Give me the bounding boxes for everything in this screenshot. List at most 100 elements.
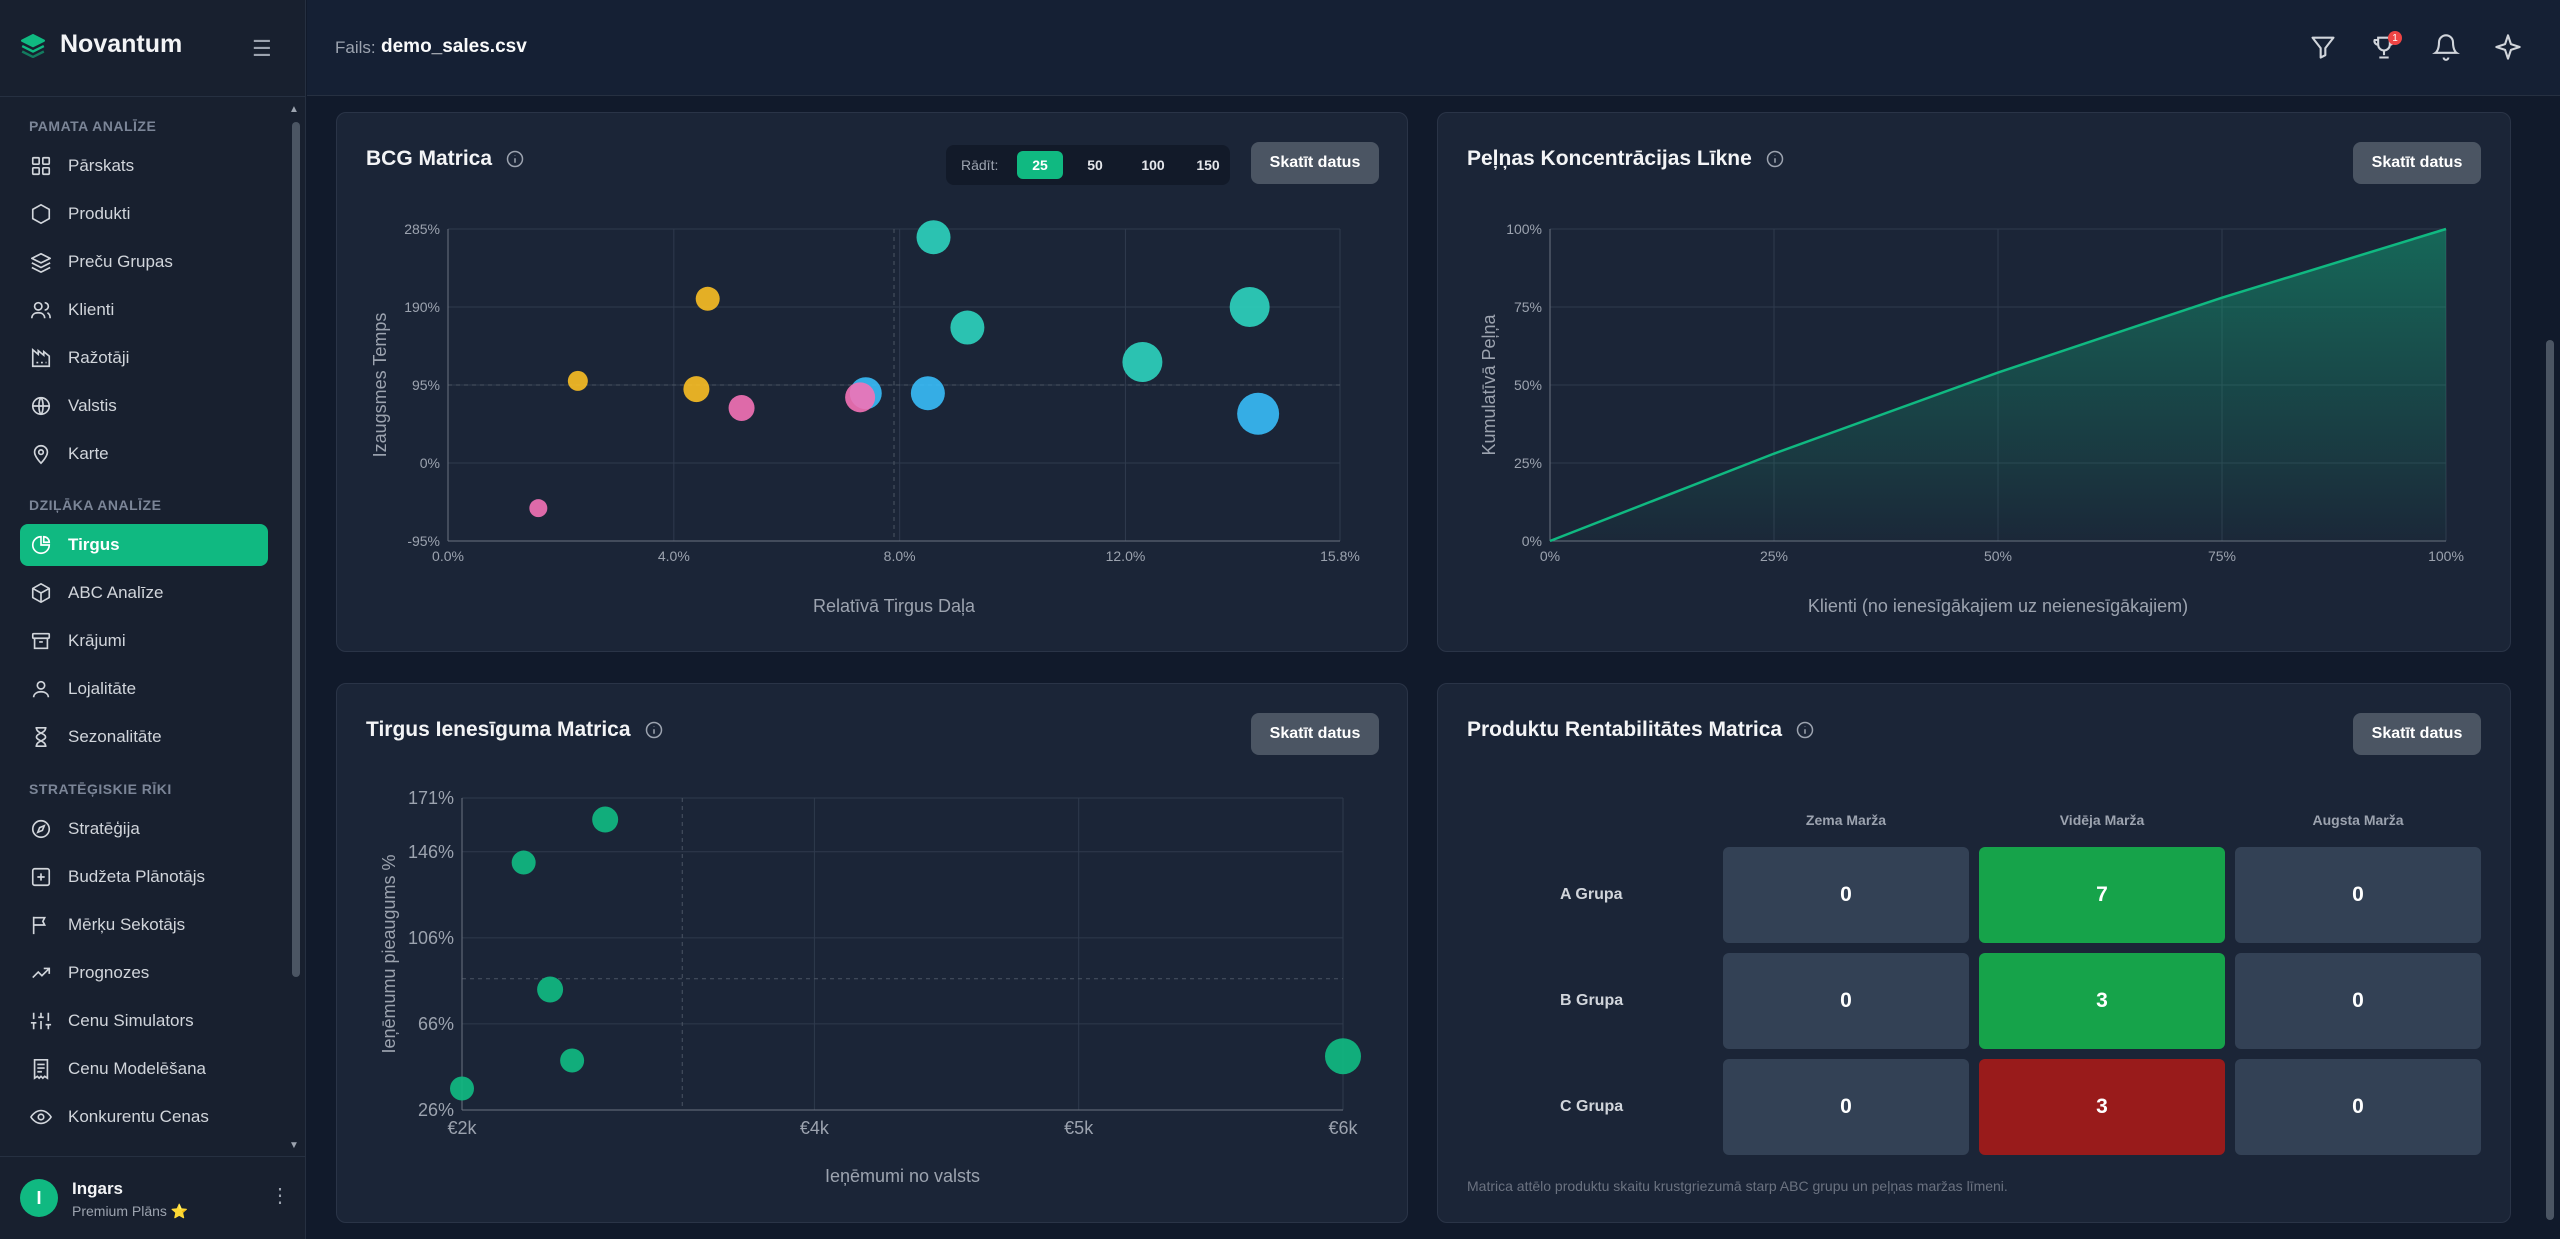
sidebar-item-label: ABC Analīze: [68, 583, 164, 602]
view-data-button[interactable]: Skatīt datus: [2353, 142, 2481, 184]
sidebar-item-label: Cenu Simulators: [68, 1011, 194, 1030]
scroll-down-icon[interactable]: ▼: [289, 1140, 299, 1151]
x-tick-label: 50%: [1984, 548, 2012, 564]
view-data-button[interactable]: Skatīt datus: [1251, 142, 1379, 184]
sidebar-item-inventory[interactable]: Krājumi: [20, 620, 268, 662]
compass-icon: [31, 819, 51, 839]
bubble-point: [916, 220, 951, 255]
matrix-cell[interactable]: 0: [1723, 1059, 1969, 1155]
globe-icon: [31, 396, 51, 416]
sidebar-scrollbar[interactable]: [292, 122, 300, 977]
sidebar-item-seasonality[interactable]: Sezonalitāte: [20, 716, 268, 758]
info-icon[interactable]: [1796, 721, 1814, 739]
sidebar-item-product-groups[interactable]: Preču Grupas: [20, 241, 268, 283]
sidebar-item-price-simulator[interactable]: Cenu Simulators: [20, 1000, 268, 1042]
matrix-cell[interactable]: 7: [1979, 847, 2225, 943]
sidebar-item-label: Lojalitāte: [68, 679, 137, 698]
sidebar-item-map[interactable]: Karte: [20, 433, 268, 475]
more-vertical-icon[interactable]: ⋮: [270, 1185, 290, 1207]
sidebar-item-competitor-prices[interactable]: Konkurentu Cenas: [20, 1096, 268, 1138]
sidebar-item-clients[interactable]: Klienti: [20, 289, 268, 331]
sidebar-item-budget-planner[interactable]: Budžeta Plānotājs: [20, 856, 268, 898]
x-tick-label: 4.0%: [658, 548, 690, 564]
user-icon: [32, 680, 50, 698]
scatter-point: [450, 1076, 474, 1101]
matrix-note: Matrica attēlo produktu skaitu krustgrie…: [1467, 1178, 2008, 1194]
matrix-cell[interactable]: 3: [1979, 1059, 2225, 1155]
bubble-point: [1122, 342, 1163, 383]
y-axis-title: Izaugsmes Temps: [370, 313, 390, 458]
x-tick-label: €5k: [1064, 1118, 1094, 1138]
sidebar-item-strategy[interactable]: Stratēģija: [20, 808, 268, 850]
x-tick-label: €4k: [800, 1118, 830, 1138]
sidebar-item-label: Cenu Modelēšana: [68, 1059, 206, 1078]
sidebar-item-label: Valstis: [68, 396, 117, 415]
info-icon[interactable]: [645, 721, 663, 739]
filter-icon[interactable]: [2309, 33, 2337, 61]
matrix-cell[interactable]: 0: [2235, 1059, 2481, 1155]
sidebar-item-label: Preču Grupas: [68, 252, 173, 271]
show-option-150[interactable]: 150: [1196, 157, 1220, 173]
hourglass-icon: [35, 727, 47, 747]
matrix-cell[interactable]: 0: [1723, 847, 1969, 943]
box-icon: [31, 583, 51, 603]
cumulative-line: [1549, 227, 2447, 543]
sidebar-item-label: Ražotāji: [68, 348, 130, 367]
sidebar-item-label: Klienti: [68, 300, 115, 319]
sidebar-item-countries[interactable]: Valstis: [20, 385, 268, 427]
y-tick-label: 146%: [408, 842, 454, 862]
app-name: Novantum: [60, 30, 183, 58]
sidebar-item-label: Tirgus: [68, 535, 120, 554]
bubble-point: [683, 376, 710, 403]
show-option-100[interactable]: 100: [1141, 157, 1165, 173]
sidebar-item-forecasts[interactable]: Prognozes: [20, 952, 268, 994]
x-axis-title: Ieņēmumi no valsts: [825, 1166, 980, 1186]
show-option-50[interactable]: 50: [1087, 157, 1103, 173]
y-tick-label: 26%: [418, 1100, 454, 1120]
view-data-button[interactable]: Skatīt datus: [2353, 713, 2481, 755]
main-scrollbar[interactable]: [2546, 340, 2554, 1220]
matrix-cell[interactable]: 0: [2235, 953, 2481, 1049]
matrix-cell[interactable]: 0: [2235, 847, 2481, 943]
x-tick-label: 12.0%: [1106, 548, 1146, 564]
sidebar-item-overview[interactable]: Pārskats: [20, 145, 268, 187]
info-icon[interactable]: [1766, 150, 1784, 168]
app-logo[interactable]: Novantum: [20, 30, 182, 59]
show-label: Rādīt:: [961, 157, 999, 173]
sidebar-item-manufacturers[interactable]: Ražotāji: [20, 337, 268, 379]
y-tick-label: 75%: [1514, 299, 1542, 315]
sidebar-item-label: Konkurentu Cenas: [68, 1107, 209, 1126]
sidebar-item-products[interactable]: Produkti: [20, 193, 268, 235]
y-tick-label: 171%: [408, 788, 454, 808]
scroll-up-icon[interactable]: ▲: [289, 104, 299, 115]
bcg-card: BCG Matrica Rādīt: 25 50 100 150 Skatīt …: [336, 112, 1408, 652]
user-profile[interactable]: I Ingars Premium Plāns ⭐ ⋮: [0, 1156, 306, 1239]
sidebar-item-goal-tracker[interactable]: Mērķu Sekotājs: [20, 904, 268, 946]
matrix-cell[interactable]: 3: [1979, 953, 2225, 1049]
bubble-point: [1229, 287, 1270, 327]
y-tick-label: -95%: [407, 533, 440, 549]
sidebar-item-label: Sezonalitāte: [68, 727, 162, 746]
bell-icon[interactable]: [2432, 33, 2460, 61]
info-icon[interactable]: [506, 150, 524, 168]
factory-icon: [31, 347, 51, 368]
matrix-col-low: Zema Marža: [1805, 812, 1887, 828]
show-option-25[interactable]: 25: [1017, 151, 1063, 179]
sidebar-item-loyalty[interactable]: Lojalitāte: [20, 668, 268, 710]
matrix-cell[interactable]: 0: [1723, 953, 1969, 1049]
eye-icon: [30, 1109, 52, 1125]
avatar: I: [20, 1179, 58, 1217]
menu-toggle-icon[interactable]: ☰: [252, 36, 272, 61]
sidebar-item-abc-analysis[interactable]: ABC Analīze: [20, 572, 268, 614]
y-tick-label: 50%: [1514, 377, 1542, 393]
x-tick-label: €2k: [447, 1118, 477, 1138]
sidebar-item-market[interactable]: Tirgus: [20, 524, 268, 566]
sparkle-icon[interactable]: [2494, 33, 2522, 61]
notification-badge: 1: [2388, 31, 2402, 45]
x-tick-label: 25%: [1760, 548, 1788, 564]
sidebar-item-price-modeling[interactable]: Cenu Modelēšana: [20, 1048, 268, 1090]
bubble-point: [728, 394, 755, 421]
view-data-button[interactable]: Skatīt datus: [1251, 713, 1379, 755]
matrix-row-c: C Grupa: [1560, 1098, 1624, 1115]
y-tick-label: 0%: [1522, 533, 1542, 549]
